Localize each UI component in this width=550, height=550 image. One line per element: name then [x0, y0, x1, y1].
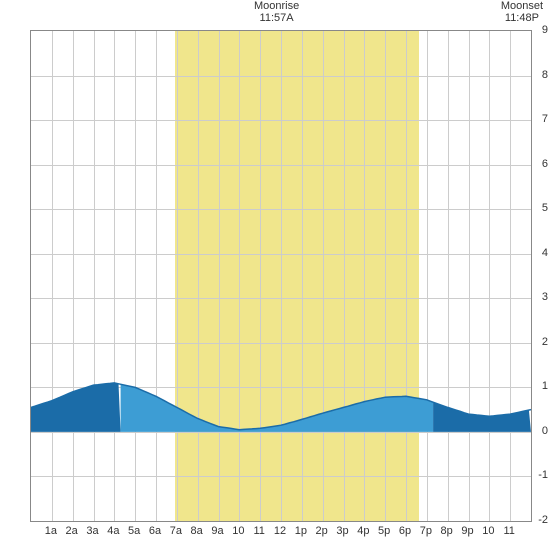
x-tick-label: 9p	[461, 525, 473, 537]
x-tick-label: 4a	[107, 525, 119, 537]
tide-dark-right	[433, 402, 531, 432]
x-tick-label: 7p	[420, 525, 432, 537]
x-tick-label: 4p	[357, 525, 369, 537]
top-annotation: Moonrise11:57A	[254, 0, 299, 24]
x-tick-label: 9a	[211, 525, 223, 537]
top-annotation: Moonset11:48P	[501, 0, 543, 24]
y-tick-label: 5	[542, 202, 548, 214]
x-tick-label: 10	[232, 525, 244, 537]
x-tick-label: 11	[503, 525, 514, 537]
y-tick-label: 3	[542, 291, 548, 303]
x-tick-label: 2a	[66, 525, 78, 537]
y-tick-label: 9	[542, 24, 548, 36]
x-tick-label: 6a	[149, 525, 161, 537]
x-tick-label: 8a	[191, 525, 203, 537]
y-tick-label: 0	[542, 425, 548, 437]
x-tick-label: 5p	[378, 525, 390, 537]
tide-light-area	[121, 384, 434, 432]
top-annotations: Moonrise11:57A Moonset11:48P	[0, 0, 550, 30]
y-tick-label: 2	[542, 336, 548, 348]
x-tick-label: 3p	[336, 525, 348, 537]
y-axis: -2-10123456789	[532, 30, 550, 520]
y-tick-label: 4	[542, 247, 548, 259]
y-tick-label: -1	[538, 469, 548, 481]
y-tick-label: 7	[542, 113, 548, 125]
x-tick-label: 5a	[128, 525, 140, 537]
x-tick-label: 12	[274, 525, 286, 537]
x-tick-label: 1a	[45, 525, 57, 537]
x-tick-label: 10	[482, 525, 494, 537]
tide-chart: Moonrise11:57AMoonset11:48P -2-101234567…	[0, 0, 550, 550]
x-axis: 1a 2a 3a 4a 5a 6a 7a 8a 9a 10 11 12 1p 2p 3p 4p 5p 6p 7p 8p…	[30, 525, 530, 545]
x-tick-label: 6p	[399, 525, 411, 537]
x-tick-label: 11	[253, 525, 264, 537]
plot-area	[30, 30, 532, 522]
y-tick-label: 1	[542, 380, 548, 392]
x-tick-label: 2p	[316, 525, 328, 537]
y-tick-label: -2	[538, 514, 548, 526]
x-tick-label: 1p	[295, 525, 307, 537]
tide-curve	[31, 31, 531, 521]
y-tick-label: 6	[542, 158, 548, 170]
x-tick-label: 7a	[170, 525, 182, 537]
y-tick-label: 8	[542, 69, 548, 81]
x-tick-label: 8p	[441, 525, 453, 537]
x-tick-label: 3a	[86, 525, 98, 537]
